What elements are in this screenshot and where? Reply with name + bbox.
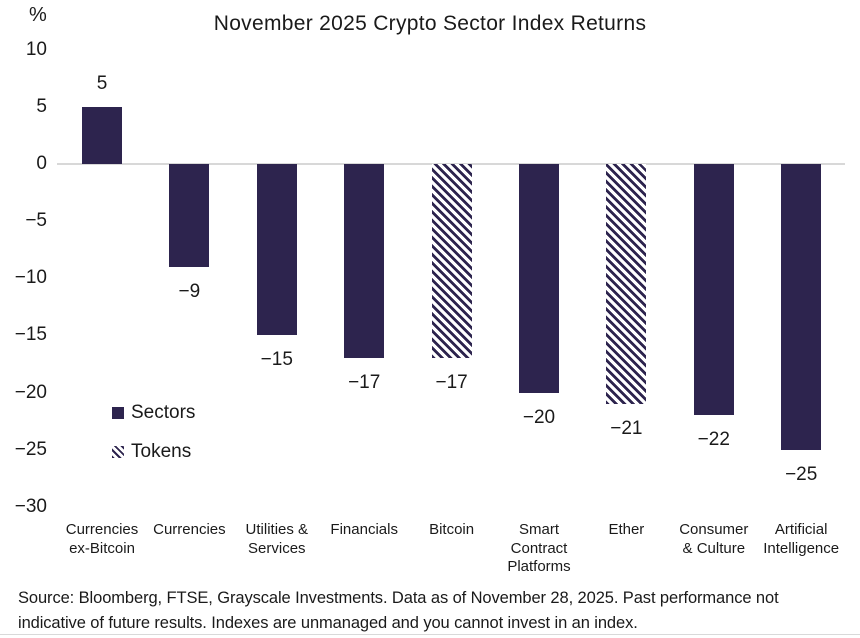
x-label-artificial-intelligence: Artificial Intelligence: [763, 521, 840, 557]
chart-title: November 2025 Crypto Sector Index Return…: [213, 12, 647, 35]
x-label-smart-contract-platforms: Smart Contract Platforms: [507, 521, 571, 575]
y-tick-label-10: 10: [25, 38, 47, 60]
y-tick-label-minus-15: −15: [14, 324, 47, 346]
x-label-utilities-services: Utilities & Services: [245, 521, 309, 557]
bar-currencies-ex-bitcoin: [82, 106, 122, 164]
x-label-currencies: Currencies: [153, 521, 226, 538]
sectors-solid-swatch-icon: [112, 407, 124, 419]
value-label-currencies-ex-bitcoin: 5: [96, 72, 108, 94]
legend-item-tokens: Tokens: [112, 441, 195, 463]
bar-smart-contract-platforms: [519, 164, 559, 393]
y-tick-label-minus-20: −20: [14, 381, 47, 403]
y-tick-label-minus-10: −10: [14, 267, 47, 289]
legend-label-tokens: Tokens: [131, 441, 192, 462]
x-label-financials: Financials: [330, 521, 398, 538]
y-tick-label-0: 0: [36, 153, 47, 174]
y-tick-label-minus-5: −5: [25, 210, 47, 232]
value-label-consumer-culture: −22: [697, 429, 730, 451]
bar-currencies: [169, 164, 210, 267]
bar-artificial-intelligence: [781, 164, 822, 450]
x-label-ether: Ether: [608, 521, 645, 538]
value-label-financials: −17: [348, 372, 381, 394]
x-label-consumer-culture: Consumer & Culture: [679, 521, 749, 557]
bar-utilities-services: [256, 164, 297, 336]
legend-item-sectors: Sectors: [112, 402, 195, 424]
x-label-currencies-ex-bitcoin: Currencies ex-Bitcoin: [65, 521, 139, 557]
legend-label-sectors: Sectors: [131, 402, 196, 423]
y-tick-label-5: 5: [36, 95, 47, 117]
bottom-divider: [0, 634, 860, 635]
value-label-artificial-intelligence: −25: [785, 463, 818, 485]
bar-bitcoin: [431, 164, 472, 359]
bar-ether: [606, 164, 647, 405]
y-tick-label-minus-25: −25: [14, 438, 47, 460]
y-axis-unit-label: %: [29, 4, 47, 26]
value-label-bitcoin: −17: [435, 372, 468, 394]
source-note-line-1: Source: Bloomberg, FTSE, Grayscale Inves…: [18, 589, 779, 607]
legend: Sectors Tokens: [112, 402, 195, 480]
bar-consumer-culture: [693, 164, 734, 416]
value-label-smart-contract-platforms: −20: [522, 406, 556, 428]
value-label-ether: −21: [610, 418, 643, 440]
source-note-line-2: indicative of future results. Indexes ar…: [18, 613, 638, 632]
tokens-hatched-swatch-icon: [112, 446, 124, 458]
x-label-bitcoin: Bitcoin: [429, 521, 475, 538]
value-label-currencies: −9: [178, 280, 201, 302]
bar-financials: [344, 164, 385, 359]
y-tick-label-minus-30: −30: [14, 495, 47, 517]
source-note: Source: Bloomberg, FTSE, Grayscale Inves…: [18, 586, 779, 635]
value-label-utilities-services: −15: [260, 349, 293, 371]
